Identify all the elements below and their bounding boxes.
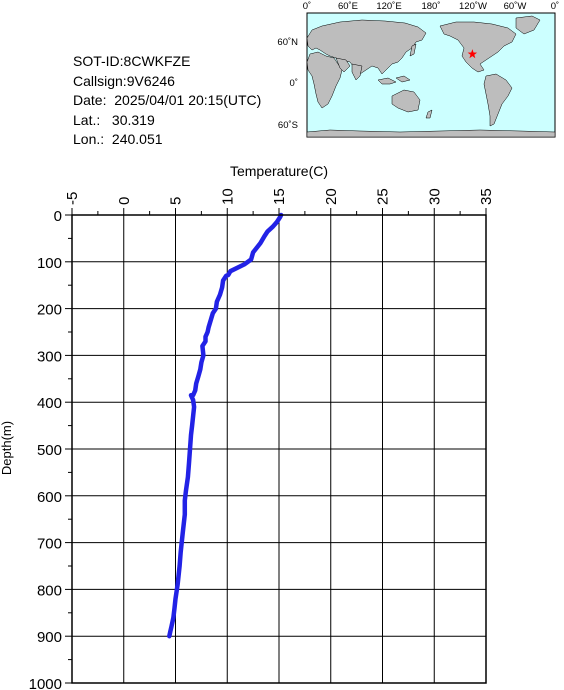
x-tick-label-4: 15 bbox=[271, 188, 288, 205]
y-tick-label-9: 900 bbox=[37, 629, 62, 646]
chart-grid bbox=[71, 214, 487, 684]
plot-frame bbox=[71, 214, 487, 684]
map-lat-tick-2: 60˚S bbox=[278, 120, 298, 131]
y-tick-label-2: 200 bbox=[37, 302, 62, 319]
y-axis-ticks: 0 100 200 300 400 500 600 700 800 900 1000 bbox=[29, 208, 72, 690]
temperature-profile-line bbox=[167, 212, 284, 639]
y-tick-label-1: 100 bbox=[37, 255, 62, 272]
date-text: Date: 2025/04/01 20:15(UTC) bbox=[73, 92, 262, 108]
map-lon-tick-5: 60˚W bbox=[504, 1, 527, 12]
chart-minor-ticks bbox=[68, 211, 461, 661]
map-lon-tick-4: 120˚W bbox=[459, 1, 487, 12]
map-lon-tick-1: 60˚E bbox=[338, 1, 358, 12]
y-tick-label-4: 400 bbox=[37, 395, 62, 412]
location-marker-icon bbox=[467, 49, 478, 59]
location-map: 0˚ 60˚E 120˚E 180˚ 120˚W 60˚W 0˚ 60˚N 0˚… bbox=[277, 1, 559, 138]
x-tick-label-8: 35 bbox=[478, 188, 495, 205]
callsign-text: Callsign:9V6246 bbox=[73, 72, 175, 89]
map-lat-tick-0: 60˚N bbox=[277, 37, 298, 48]
map-longitude-ticks: 0˚ 60˚E 120˚E 180˚ 120˚W 60˚W 0˚ bbox=[303, 1, 559, 12]
x-tick-label-0: -5 bbox=[64, 192, 81, 205]
y-tick-label-3: 300 bbox=[37, 348, 62, 365]
latitude-text: Lat.: 30.319 bbox=[73, 111, 155, 128]
map-lon-tick-0: 0˚ bbox=[303, 1, 311, 12]
y-tick-label-10: 1000 bbox=[29, 676, 62, 690]
map-land bbox=[306, 15, 556, 138]
x-tick-label-2: 5 bbox=[168, 197, 185, 205]
x-tick-label-1: 0 bbox=[116, 197, 133, 205]
x-tick-label-7: 30 bbox=[426, 188, 443, 205]
y-tick-label-6: 600 bbox=[37, 489, 62, 506]
x-axis-label: Temperature(C) bbox=[230, 163, 328, 179]
y-axis-label: Depth(m) bbox=[0, 421, 14, 475]
map-latitude-ticks: 60˚N 0˚ 60˚S bbox=[277, 37, 298, 131]
y-tick-label-5: 500 bbox=[37, 442, 62, 459]
x-tick-label-3: 10 bbox=[219, 188, 236, 205]
map-lon-tick-3: 180˚ bbox=[421, 1, 440, 12]
y-tick-label-0: 0 bbox=[54, 208, 62, 225]
profile-info: SOT-ID:8CWKFZE Callsign:9V6246 Date: 202… bbox=[73, 52, 261, 150]
x-tick-label-5: 20 bbox=[323, 188, 340, 205]
x-axis-ticks: -5 0 5 10 15 20 25 30 35 bbox=[64, 188, 495, 215]
longitude-text: Lon.: 240.051 bbox=[73, 131, 163, 147]
sot-id-text: SOT-ID:8CWKFZE bbox=[73, 53, 191, 69]
y-tick-label-7: 700 bbox=[37, 536, 62, 553]
x-tick-label-6: 25 bbox=[375, 188, 392, 205]
map-lon-tick-2: 120˚E bbox=[376, 1, 401, 12]
map-lat-tick-1: 0˚ bbox=[290, 78, 298, 89]
y-tick-label-8: 800 bbox=[37, 582, 62, 599]
map-lon-tick-6: 0˚ bbox=[551, 1, 559, 12]
